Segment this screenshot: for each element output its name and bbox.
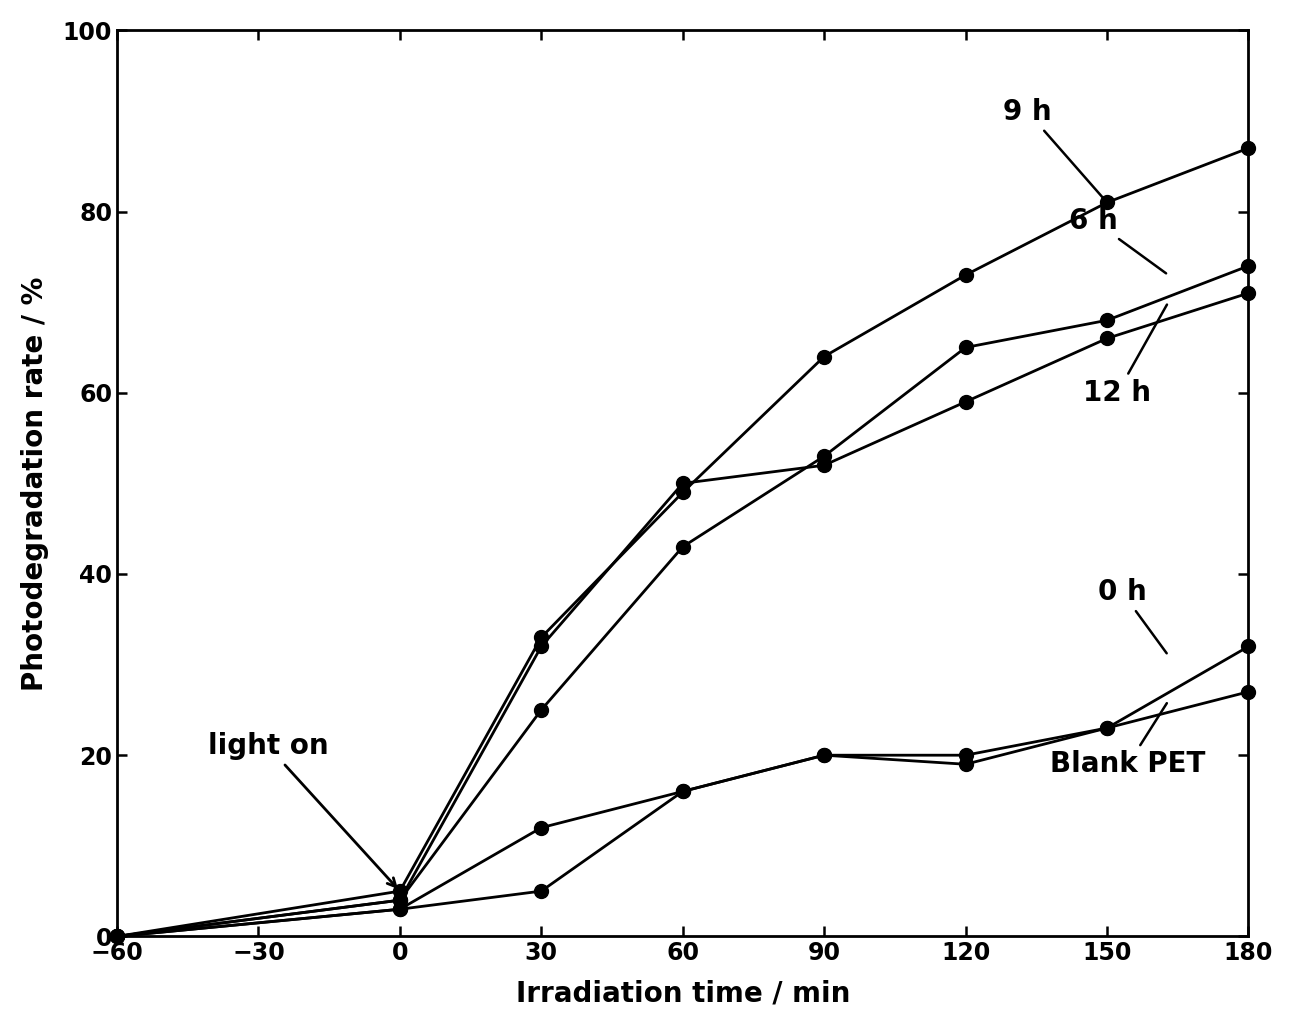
Text: 6 h: 6 h <box>1069 207 1166 273</box>
Text: 12 h: 12 h <box>1083 304 1167 407</box>
Text: Blank PET: Blank PET <box>1051 703 1206 778</box>
Y-axis label: Photodegradation rate / %: Photodegradation rate / % <box>21 277 49 691</box>
X-axis label: Irradiation time / min: Irradiation time / min <box>515 979 850 1007</box>
Text: light on: light on <box>207 732 396 887</box>
Text: 0 h: 0 h <box>1097 578 1167 653</box>
Text: 9 h: 9 h <box>1003 98 1105 200</box>
